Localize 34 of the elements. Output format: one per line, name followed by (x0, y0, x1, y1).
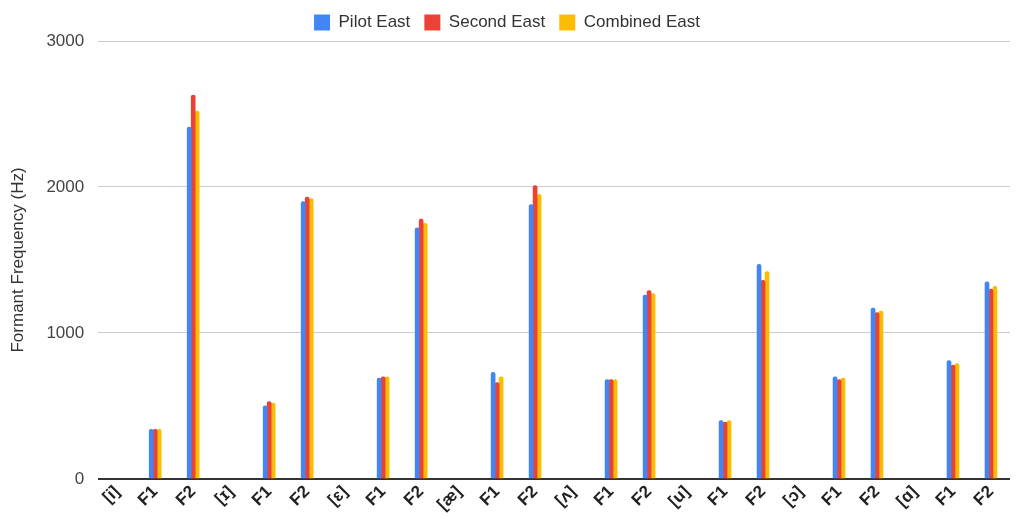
y-tick-label: 2000 (46, 176, 85, 196)
x-tick-label: F1 (361, 481, 390, 510)
x-tick-label: F2 (855, 481, 884, 510)
x-tick-label: F1 (247, 481, 276, 510)
legend-label: Combined East (583, 12, 701, 32)
x-tick-label: F1 (931, 481, 960, 510)
x-tick-label: F2 (969, 481, 998, 510)
x-tick-label: [ɪ] (211, 481, 238, 509)
x-tick-label: F2 (171, 481, 200, 510)
x-tick-label: [u] (664, 481, 694, 511)
y-tick-label: 1000 (46, 322, 85, 342)
x-tick-label: [ʌ] (551, 481, 580, 510)
x-tick-label: F1 (589, 481, 618, 510)
x-tick-label: F2 (627, 481, 656, 510)
x-tick-label: F1 (703, 481, 732, 510)
x-tick-label: F2 (285, 481, 314, 510)
x-tick-label: F1 (475, 481, 504, 510)
x-tick-label: [ɛ] (323, 481, 352, 510)
x-tick-label: F1 (817, 481, 846, 510)
bar (148, 428, 154, 479)
x-tick-label: F2 (741, 481, 770, 510)
y-tick-label: 3000 (46, 30, 85, 50)
x-tick-label: F1 (133, 481, 162, 510)
x-tick-label: [ɔ] (779, 481, 808, 510)
y-axis-title: Formant Frequency (Hz) (7, 167, 27, 353)
x-tick-label: F2 (399, 481, 428, 510)
bar (186, 126, 192, 479)
x-tick-label: [ɑ] (892, 481, 922, 511)
x-tick-label: [i] (98, 481, 124, 507)
bar (262, 405, 268, 479)
legend-label: Second East (448, 12, 546, 32)
y-tick-label: 0 (74, 468, 85, 488)
x-tick-label: F2 (513, 481, 542, 510)
legend-label: Pilot East (338, 12, 411, 32)
